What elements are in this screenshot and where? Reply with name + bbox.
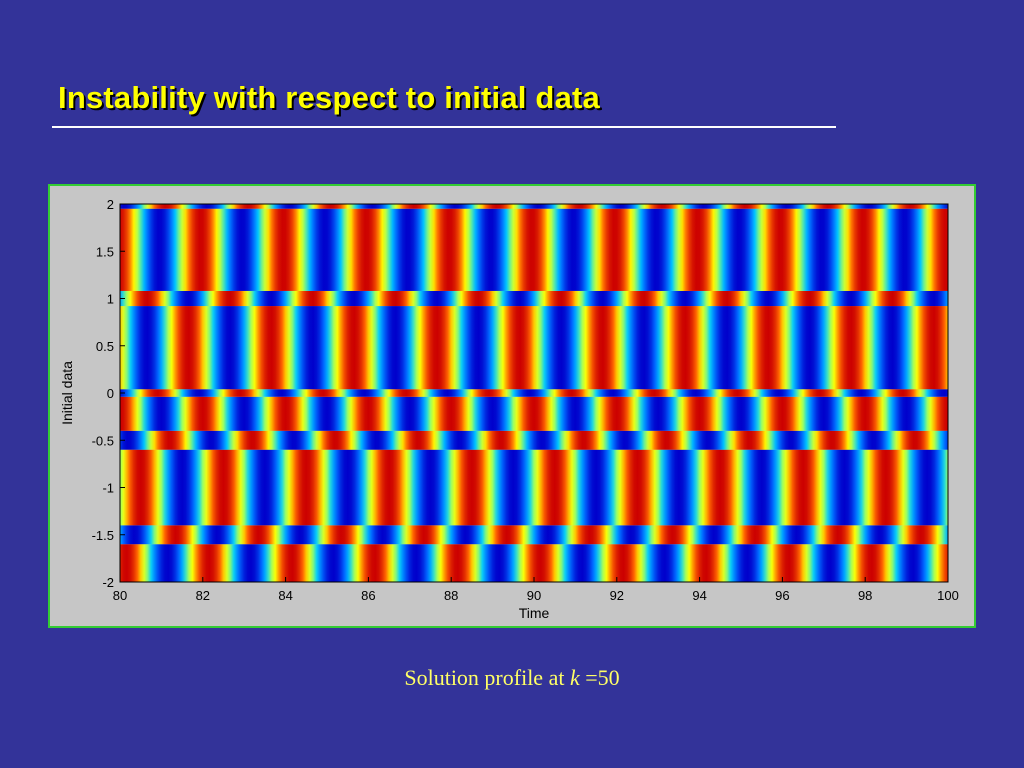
x-axis: 80 82 84 86 88 90 92 94 96 98 100 [113,577,959,603]
heatmap-band [120,449,948,526]
x-tick-label: 80 [113,588,127,603]
heatmap-band [120,204,948,209]
caption-prefix: Solution profile at [404,665,570,690]
heatmap-band [120,306,948,390]
x-tick-label: 88 [444,588,458,603]
title-underline [52,126,836,128]
heatmap-band [120,525,948,545]
y-tick-label: 2 [107,197,114,212]
figure-caption: Solution profile at k =50 [0,665,1024,691]
y-tick-label: 1 [107,292,114,307]
y-tick-label: -2 [102,575,114,590]
slide-title: Instability with respect to initial data [58,80,600,115]
y-tick-label: -1.5 [92,528,114,543]
x-tick-label: 90 [527,588,541,603]
x-tick-label: 92 [610,588,624,603]
x-tick-label: 98 [858,588,872,603]
y-tick-label: -0.5 [92,433,114,448]
caption-variable: k [569,665,580,690]
heatmap-bands [120,204,948,582]
y-tick-label: 1.5 [96,244,114,259]
x-axis-label: Time [519,605,550,621]
heatmap-band [120,290,948,307]
y-tick-label: 0 [107,386,114,401]
y-tick-label: -1 [102,481,114,496]
x-tick-label: 100 [937,588,959,603]
y-axis-label: Initial data [59,361,75,425]
heatmap-band [120,208,948,291]
heatmap-band [120,430,948,450]
heatmap-band [120,396,948,431]
figure-frame: 80 82 84 86 88 90 92 94 96 98 100 -2 -1.5 -1 -0.5 0 0.5… [48,184,976,628]
x-tick-label: 94 [692,588,706,603]
heatmap-band [120,544,948,582]
x-tick-label: 96 [775,588,789,603]
heatmap-band [120,389,948,397]
y-axis: -2 -1.5 -1 -0.5 0 0.5 1 1.5 2 [92,197,125,590]
x-tick-label: 82 [196,588,210,603]
y-tick-label: 0.5 [96,339,114,354]
x-tick-label: 86 [361,588,375,603]
heatmap-chart: 80 82 84 86 88 90 92 94 96 98 100 -2 -1.5 -1 -0.5 0 0.5… [59,197,959,621]
caption-suffix: =50 [579,665,620,690]
x-tick-label: 84 [278,588,292,603]
